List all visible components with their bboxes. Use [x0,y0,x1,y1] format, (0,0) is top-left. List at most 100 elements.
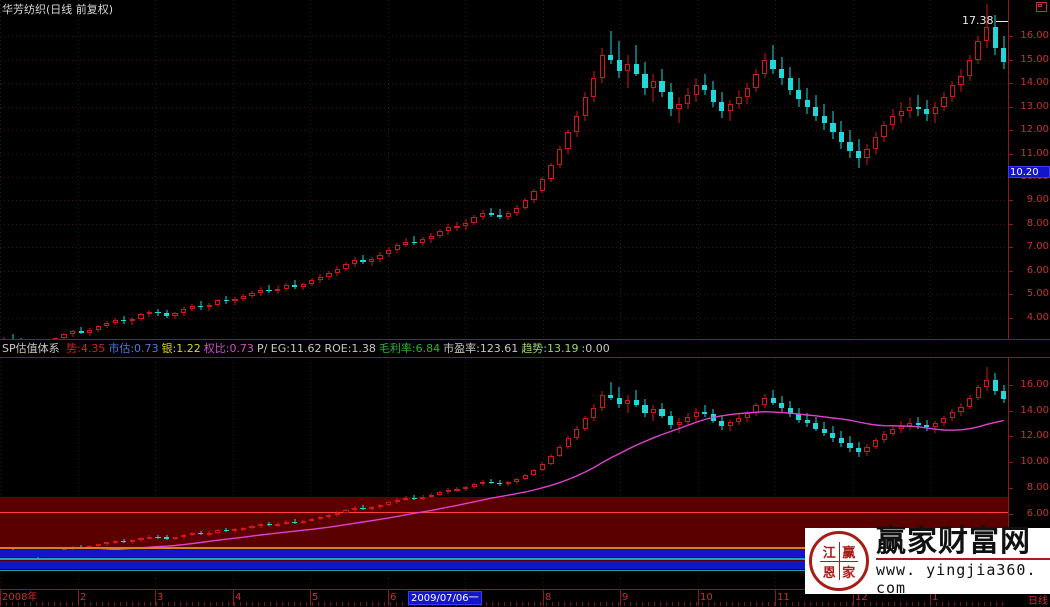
indicator-axis-label: 12.00 [1020,430,1049,442]
restore-window-icon[interactable] [1036,2,1047,12]
candle-body [462,487,469,490]
candle-body [121,541,127,543]
price-gridline-v [853,0,854,340]
candle-body [838,132,845,142]
candle-body [300,283,306,288]
candle-body [454,226,460,229]
price-axis-label: 13.00 [1020,100,1049,112]
candlestick [87,0,93,340]
price-axis-tick [1009,153,1013,155]
candle-body [693,85,699,95]
marker-leader-line [996,20,1008,22]
candle-body [924,424,930,428]
candlestick [591,0,597,340]
candle-body [881,433,887,441]
candle-body [334,512,340,516]
price-axis-label: 8.00 [1026,217,1049,229]
candle-body [949,85,956,98]
watermark-logo: 江赢恩家 赢家财富网 www. yingjia360. com [805,525,1050,597]
candlestick [949,0,956,340]
candlestick [360,0,366,340]
candlestick [1,0,7,340]
candlestick [343,0,349,340]
candlestick [710,0,716,340]
candle-wick [610,31,612,65]
candle-body [539,463,545,470]
price-axis-label: 9.00 [1026,194,1049,206]
candlestick [19,0,24,340]
candle-body [633,400,639,406]
candlestick [274,0,281,340]
indicator-axis-tick [1009,513,1013,515]
candlestick [616,358,622,588]
candle-body [830,122,836,133]
candle-body [138,537,144,541]
candle-wick [268,285,270,294]
price-axis-label: 11.00 [1020,147,1049,159]
price-axis-label: 4.00 [1026,311,1049,323]
candle-body [847,442,853,448]
price-gridline [0,106,1008,108]
candlestick [471,0,477,340]
price-plot-area[interactable]: 17.382.61 [0,0,1008,340]
indicator-axis-label: 8.00 [1026,482,1049,494]
candlestick [685,0,691,340]
candle-wick [610,382,612,401]
candlestick [565,0,571,340]
candle-body [915,106,921,109]
candlestick [975,0,981,340]
date-axis-divider [930,590,931,606]
candle-body [582,97,588,116]
candle-body [462,222,469,227]
candle-body [232,529,238,532]
candle-body [992,26,998,48]
date-axis[interactable]: 日线 2008年2345678910111212009/07/06一 [0,589,1050,607]
candle-wick [772,389,774,406]
candle-body [300,521,306,524]
candlestick [941,0,947,340]
price-gridline [0,83,1008,85]
seal-character: 家 [839,562,858,581]
candlestick [779,358,785,588]
candle-wick [3,336,5,340]
candle-body [719,420,725,427]
candlestick [522,0,528,340]
indicator-axis-label: 16.00 [1020,378,1049,390]
price-gridline [0,270,1008,272]
candle-body [992,379,998,392]
candlestick [838,0,845,340]
candlestick [907,0,913,340]
candlestick [514,0,520,340]
candlestick [924,0,930,340]
date-axis-label: 3 [157,592,164,603]
candle-body [548,455,554,464]
price-gridline-v [0,0,1,340]
price-axis-label: 14.00 [1020,77,1049,89]
candle-body [69,330,76,335]
indicator-gridline-v [0,358,1,588]
candle-body [351,260,358,264]
candle-body [984,379,990,388]
date-axis-divider [155,590,156,606]
candlestick [163,0,170,340]
price-gridline-v [310,0,311,340]
candlestick [761,0,768,340]
candle-body [847,141,853,152]
price-gridline [0,294,1008,296]
candle-body [608,54,614,60]
candle-body [104,322,110,327]
candlestick [531,0,537,340]
candle-body [266,524,272,526]
candle-wick [652,405,654,421]
candlestick [796,0,802,340]
candle-wick [174,312,176,320]
candle-body [650,80,657,88]
candlestick [462,0,469,340]
candlestick [104,0,110,340]
candle-body [983,26,990,41]
price-gridline-v [233,0,234,340]
candlestick [78,0,84,340]
candlestick [257,0,264,340]
candle-wick [12,334,14,340]
candle-body [61,334,67,338]
